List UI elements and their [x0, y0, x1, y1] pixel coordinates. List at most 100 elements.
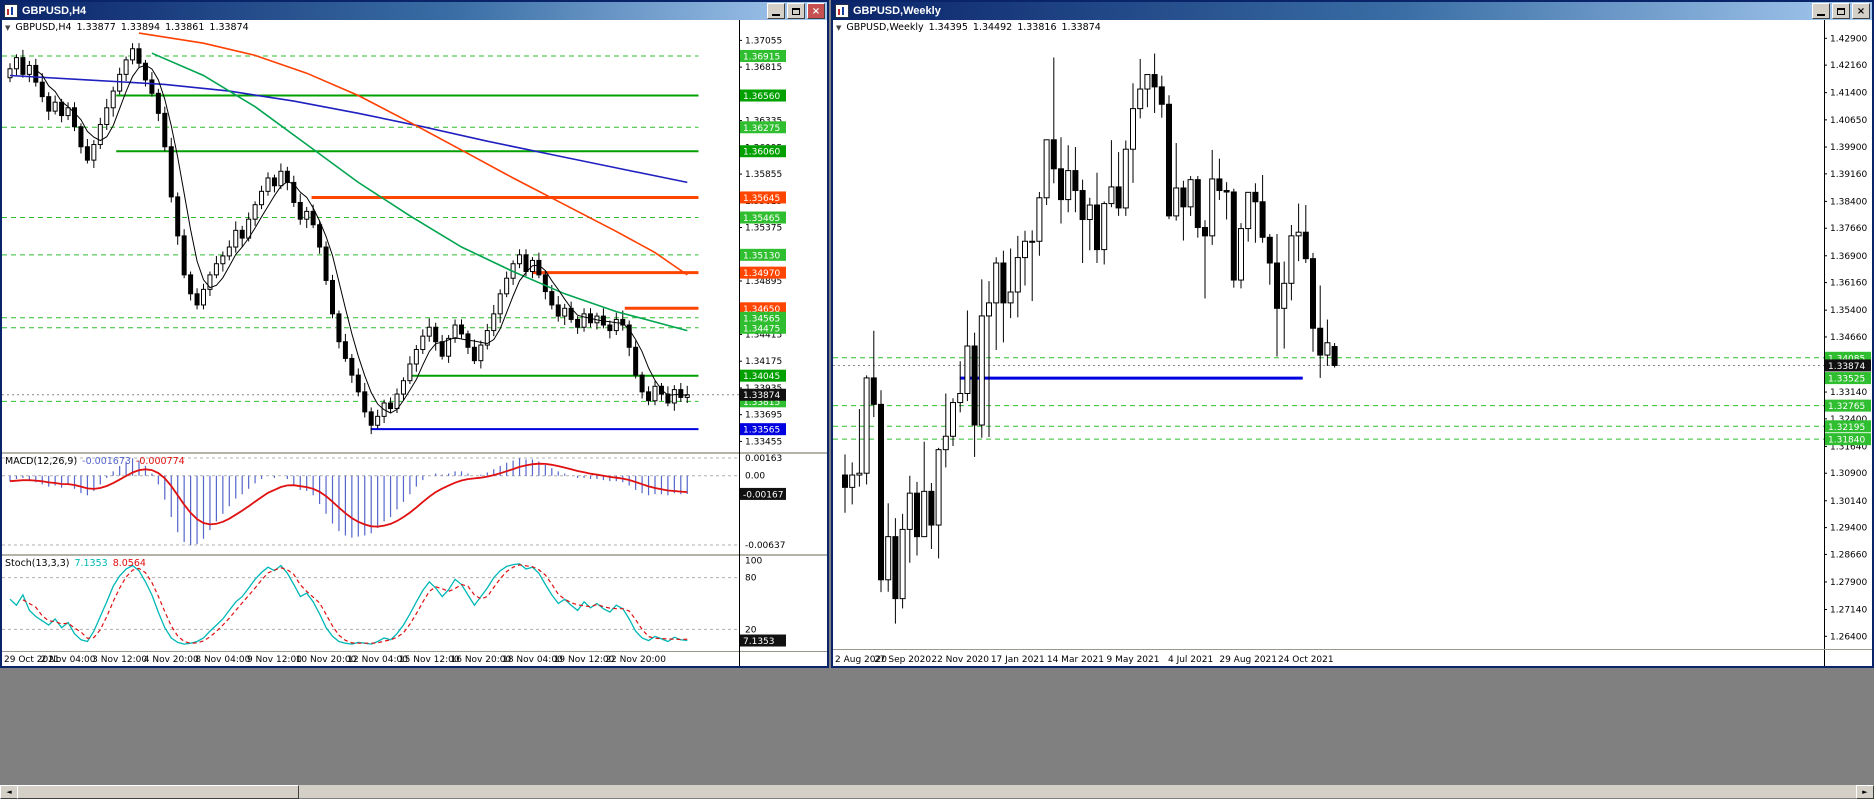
symbol-dropdown-icon[interactable]: ▼	[836, 24, 842, 32]
bull-candle	[1209, 178, 1216, 237]
macd-current-badge	[740, 487, 786, 500]
bull-candle	[484, 330, 490, 346]
stoch-scale-label: 100	[745, 556, 762, 566]
price-level-badge-label: 1.34970	[743, 269, 780, 279]
price-tick-label: 1.36900	[1830, 252, 1867, 262]
price-tick-label: 1.39900	[1830, 143, 1867, 153]
ma-red	[138, 32, 688, 276]
bear-candle	[368, 411, 374, 426]
date-label: 14 Mar 2021	[1047, 655, 1104, 665]
restore-button[interactable]	[1832, 3, 1850, 19]
price-level-badge-label: 1.35465	[743, 214, 780, 224]
bear-candle	[1166, 103, 1172, 217]
bull-candle	[375, 415, 381, 426]
h4-chart-canvas[interactable]: 0.00163 0.00 -0.00637 -0.00167 100 80 20 7.1353…	[2, 20, 827, 666]
macd-scale-label: -0.00637	[745, 541, 785, 551]
bull-candle	[426, 326, 432, 337]
bull-candle	[652, 385, 658, 402]
minimize-icon	[772, 14, 780, 16]
macd-signal-value: -0.000774	[135, 456, 185, 467]
price-tick-label: 1.33140	[1830, 388, 1867, 398]
bull-candle	[304, 210, 310, 220]
date-label: 2 Nov 04:00	[41, 655, 96, 665]
price-level-badge-label: 1.34475	[743, 324, 780, 334]
bull-candle	[1036, 197, 1043, 242]
minimize-button[interactable]	[1812, 3, 1830, 19]
bull-candle	[517, 254, 523, 265]
bull-candle	[942, 435, 949, 451]
date-label: 15 Nov 12:00	[399, 655, 460, 665]
bull-candle	[478, 344, 484, 362]
price-level-badge	[740, 321, 786, 334]
date-label: 29 Aug 2021	[1219, 655, 1277, 665]
close-button[interactable]: ×	[807, 3, 825, 19]
bull-candle	[491, 313, 497, 332]
h4-chart-client[interactable]: 0.00163 0.00 -0.00637 -0.00167 100 80 20 7.1353…	[2, 20, 827, 666]
price-tick-label: 1.36160	[1830, 279, 1867, 289]
macd-indicator-label: MACD(12,26,9) -0.001673 -0.000774	[5, 456, 190, 467]
price-level-badge-label: 1.34045	[743, 372, 780, 382]
bull-candle	[446, 337, 452, 357]
ohlc-low: 1.33816	[1017, 22, 1057, 33]
restore-button[interactable]	[787, 3, 805, 19]
bear-candle	[549, 291, 555, 306]
bear-candle	[20, 57, 26, 75]
date-label: 24 Oct 2021	[1278, 655, 1334, 665]
bear-candle	[1180, 187, 1187, 208]
price-level-badge-label: 1.33874	[743, 391, 780, 401]
panel-separator[interactable]	[2, 452, 827, 454]
bear-candle	[1094, 204, 1100, 251]
h4-ohlc-header: ▼ GBPUSD,H4 1.33877 1.33894 1.33861 1.33874	[5, 22, 254, 33]
bear-candle	[317, 224, 323, 248]
restore-icon	[792, 7, 800, 15]
price-level-badge	[740, 121, 786, 134]
chart-window-h4[interactable]: GBPUSD,H4 × 0.00163 0.00 -0.00637 -0.00167 1…	[0, 0, 829, 668]
ohlc-open: 1.34395	[928, 22, 968, 33]
bull-candle	[1086, 204, 1093, 221]
bull-candle	[497, 293, 503, 315]
chart-window-weekly[interactable]: GBPUSD,Weekly × 1.42900 1.42160 1.41400 1.4…	[831, 0, 1874, 668]
bull-candle	[413, 349, 419, 365]
bull-candle	[1130, 108, 1136, 150]
bear-candle	[928, 490, 935, 526]
date-label: 22 Nov 20:00	[605, 655, 666, 665]
price-level-badge	[1825, 399, 1871, 412]
price-tick-label: 1.34175	[745, 357, 782, 367]
bull-candle	[978, 315, 985, 426]
price-level-badge-label: 1.33565	[743, 426, 780, 436]
bear-candle	[1151, 74, 1158, 88]
bull-candle	[13, 57, 19, 70]
bear-candle	[1259, 201, 1266, 238]
bear-candle	[162, 112, 168, 148]
bull-candle	[65, 107, 71, 117]
bull-candle	[504, 277, 510, 295]
minimize-button[interactable]	[767, 3, 785, 19]
bear-candle	[459, 324, 464, 335]
workspace-horizontal-scrollbar[interactable]: ◄ ►	[0, 784, 1874, 799]
bear-candle	[1050, 139, 1057, 170]
date-label: 22 Nov 2020	[931, 655, 989, 665]
weekly-chart-client[interactable]: 1.42900 1.42160 1.41400 1.40650 1.39900 1.391…	[833, 20, 1872, 666]
bear-candle	[523, 254, 529, 273]
titlebar-weekly[interactable]: GBPUSD,Weekly ×	[833, 2, 1872, 20]
symbol-dropdown-icon[interactable]: ▼	[5, 24, 11, 32]
bull-candle	[1029, 240, 1036, 243]
weekly-chart-canvas[interactable]: 1.42900 1.42160 1.41400 1.40650 1.39900 1.391…	[833, 20, 1872, 666]
bull-candle	[993, 262, 1000, 304]
close-button[interactable]: ×	[1852, 3, 1870, 19]
titlebar-h4[interactable]: GBPUSD,H4 ×	[2, 2, 827, 20]
bull-candle	[1043, 139, 1050, 199]
price-tick-label: 1.32400	[1830, 415, 1867, 425]
price-tick-label: 1.35855	[745, 170, 782, 180]
bull-candle	[233, 229, 239, 248]
date-label: 12 Nov 04:00	[347, 655, 408, 665]
bull-candle	[110, 90, 116, 109]
panel-separator[interactable]	[2, 554, 827, 556]
bear-candle	[284, 170, 290, 183]
bear-candle	[607, 324, 613, 332]
date-label: 19 Nov 12:00	[554, 655, 615, 665]
bear-candle	[194, 293, 200, 306]
bull-candle	[1014, 257, 1021, 293]
bear-candle	[1158, 86, 1165, 105]
bear-candle	[46, 96, 52, 112]
